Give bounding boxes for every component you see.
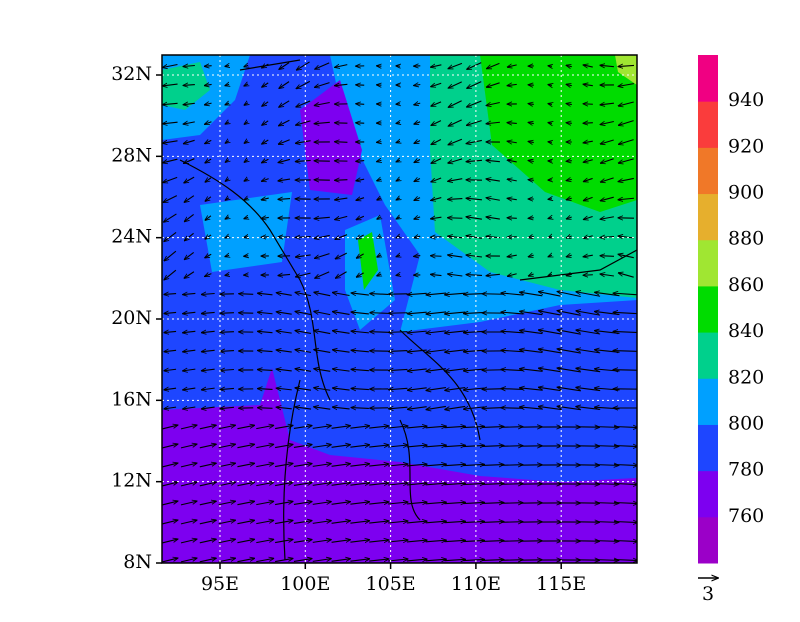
y-tick-label: 32N xyxy=(111,63,152,85)
colorbar-label: 880 xyxy=(728,228,764,250)
colorbar-label: 760 xyxy=(728,505,764,527)
y-tick-label: 24N xyxy=(111,226,152,248)
wind-vector xyxy=(501,541,523,542)
colorbar-swatch xyxy=(698,378,718,425)
y-tick-label: 28N xyxy=(111,144,152,166)
colorbar-swatch xyxy=(698,471,718,518)
colorbar: 760 780 800 820 840 860 880 900 920 940 xyxy=(698,55,764,564)
wind-vector xyxy=(377,142,382,143)
colorbar-swatch xyxy=(698,55,718,102)
x-tick-label: 100E xyxy=(280,573,330,595)
wind-vector xyxy=(431,256,442,257)
colorbar-label: 820 xyxy=(728,366,764,388)
wind-vector xyxy=(548,199,552,200)
wind-vector xyxy=(528,180,534,181)
wind-vector xyxy=(600,256,614,257)
wind-vector xyxy=(448,218,463,219)
wind-vector xyxy=(501,446,523,447)
wind-vector xyxy=(501,408,523,409)
wind-vector xyxy=(501,522,523,523)
colorbar-swatch xyxy=(698,332,718,379)
colorbar-label: 900 xyxy=(728,182,764,204)
colorbar-swatch xyxy=(698,286,718,333)
colorbar-label: 840 xyxy=(728,320,764,342)
colorbar-label: 860 xyxy=(728,274,764,296)
wind-vector xyxy=(356,161,364,162)
wind-vector xyxy=(507,218,517,219)
reference-vector-label: 3 xyxy=(702,583,714,605)
wind-vector xyxy=(356,104,364,105)
wind-vector xyxy=(239,294,253,295)
wind-vector xyxy=(613,370,639,371)
wind-vector xyxy=(566,123,572,124)
colorbar-swatch xyxy=(698,101,718,148)
field-region xyxy=(200,192,292,272)
wind-vector xyxy=(482,389,504,390)
wind-vector xyxy=(548,66,552,67)
wind-vector xyxy=(566,161,572,162)
y-tick-label: 20N xyxy=(111,307,152,329)
y-tick-label: 16N xyxy=(111,388,152,410)
x-tick-label: 95E xyxy=(201,573,239,595)
wind-vector xyxy=(389,332,408,333)
field xyxy=(162,55,639,563)
wind-vector xyxy=(370,332,388,333)
colorbar-swatch xyxy=(698,517,718,564)
y-tick-label: 8N xyxy=(123,551,152,573)
colorbar-swatch xyxy=(698,147,718,194)
wind-vector xyxy=(370,313,388,314)
wind-vector xyxy=(257,408,272,409)
wind-vector xyxy=(204,66,211,67)
wind-vector xyxy=(501,465,523,466)
wind-vector xyxy=(501,503,523,504)
wind-vector xyxy=(220,313,234,314)
wind-vector xyxy=(220,332,234,333)
wind-vector xyxy=(244,256,248,257)
wind-vector xyxy=(482,294,504,295)
wind-vector xyxy=(501,484,523,485)
wind-vector xyxy=(389,313,408,314)
wind-vector xyxy=(501,427,523,428)
wind-vector xyxy=(335,180,348,181)
x-tick-label: 105E xyxy=(366,573,416,595)
colorbar-swatch xyxy=(698,240,718,287)
colorbar-label: 920 xyxy=(728,135,764,157)
wind-vector xyxy=(501,560,523,561)
wind-vector xyxy=(528,218,534,219)
colorbar-label: 940 xyxy=(728,89,764,111)
wind-vector xyxy=(583,123,593,124)
colorbar-swatch xyxy=(698,424,718,471)
colorbar-swatch xyxy=(698,194,718,241)
x-tick-label: 110E xyxy=(451,573,501,595)
y-tick-label: 12N xyxy=(111,470,152,492)
wind-vector xyxy=(548,142,552,143)
colorbar-label: 800 xyxy=(728,412,764,434)
wind-vector xyxy=(335,142,348,143)
colorbar-label: 780 xyxy=(728,459,764,481)
x-tick-label: 115E xyxy=(536,573,586,595)
